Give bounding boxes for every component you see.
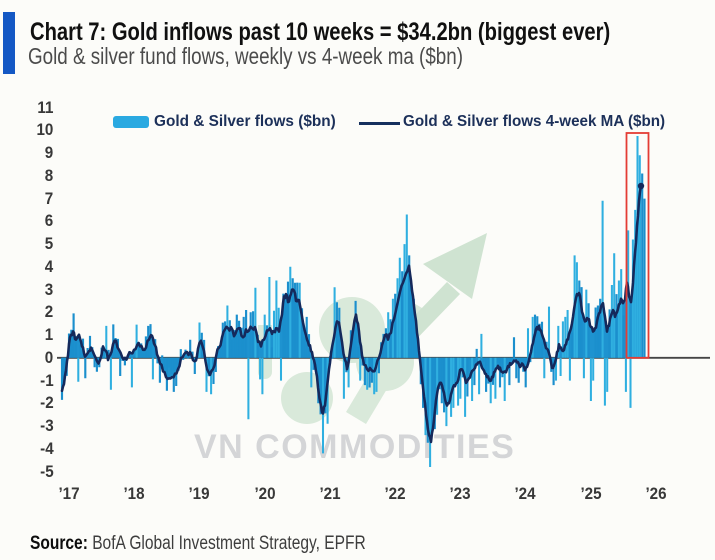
svg-text:VN COMMODITIES: VN COMMODITIES	[194, 428, 515, 466]
